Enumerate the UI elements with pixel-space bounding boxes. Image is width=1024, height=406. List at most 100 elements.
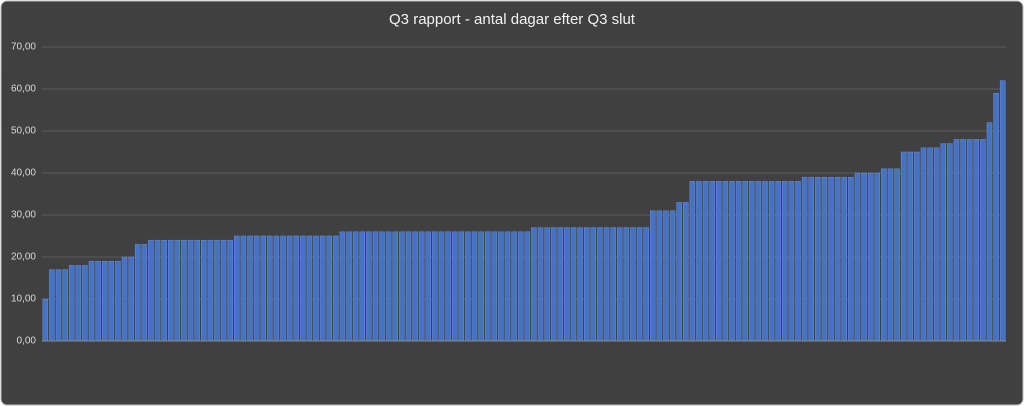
bar — [451, 231, 458, 342]
bar — [874, 172, 881, 342]
bar — [234, 235, 240, 342]
bar — [181, 239, 187, 342]
bar — [841, 176, 847, 342]
bar — [947, 143, 953, 342]
bar — [881, 168, 887, 342]
y-tick-label: 10,00 — [11, 294, 36, 305]
bar — [531, 227, 537, 342]
bar — [517, 231, 524, 342]
y-tick-label: 70,00 — [11, 42, 36, 53]
bar — [577, 227, 583, 342]
bar — [392, 231, 399, 342]
bar — [801, 176, 808, 342]
bar — [914, 151, 920, 342]
bar — [286, 235, 293, 342]
bar — [597, 227, 603, 342]
bar — [405, 231, 412, 342]
bar — [973, 139, 980, 342]
bar — [438, 231, 445, 342]
bar — [940, 143, 947, 342]
bar — [260, 235, 266, 342]
bar — [583, 227, 590, 342]
y-tick-label: 30,00 — [11, 210, 36, 221]
bar — [702, 181, 709, 342]
bar — [729, 181, 735, 342]
bar — [445, 231, 451, 342]
bar — [894, 168, 900, 342]
bar — [313, 235, 319, 342]
bar — [643, 227, 649, 342]
bar — [128, 256, 134, 342]
bar — [768, 181, 775, 342]
bar — [121, 256, 128, 342]
y-tick-label: 20,00 — [11, 252, 36, 263]
bar — [82, 265, 88, 342]
bar — [782, 181, 788, 342]
bar — [848, 176, 854, 342]
bar — [887, 168, 894, 342]
bar — [253, 235, 260, 342]
bar — [999, 80, 1006, 342]
bar — [161, 239, 167, 342]
bar — [511, 231, 517, 342]
bar — [933, 147, 940, 342]
bar — [669, 210, 676, 342]
bar — [993, 92, 999, 342]
bar — [953, 139, 960, 342]
bar — [88, 260, 95, 342]
bar — [319, 235, 326, 342]
bar — [867, 172, 874, 342]
bar — [352, 231, 359, 342]
bar — [696, 181, 702, 342]
bar — [101, 260, 108, 342]
bar — [616, 227, 623, 342]
bar — [471, 231, 478, 342]
bar — [762, 181, 768, 342]
bar — [795, 181, 801, 342]
bar — [735, 181, 742, 342]
bar — [636, 227, 643, 342]
bar — [484, 231, 491, 342]
bar — [927, 147, 933, 342]
chart-title: Q3 rapport - antal dagar efter Q3 slut — [389, 11, 636, 28]
bar — [649, 210, 656, 342]
bar — [194, 239, 200, 342]
bar — [134, 244, 141, 342]
bar — [267, 235, 273, 342]
bar — [716, 181, 722, 342]
bar — [306, 235, 313, 342]
bar — [62, 269, 68, 342]
bar — [550, 227, 557, 342]
bar — [907, 151, 914, 342]
bar — [570, 227, 577, 342]
bar — [900, 151, 907, 342]
bar — [788, 181, 795, 342]
bar — [920, 147, 927, 342]
bar — [630, 227, 636, 342]
bar — [201, 239, 207, 342]
bar — [815, 176, 821, 342]
bar — [55, 269, 62, 342]
bar — [722, 181, 729, 342]
bar — [749, 181, 755, 342]
bar — [108, 260, 115, 342]
bar — [207, 239, 214, 342]
bar — [491, 231, 498, 342]
bar — [379, 231, 385, 342]
bar — [458, 231, 465, 342]
bar — [75, 265, 82, 342]
bar — [854, 172, 861, 342]
bar — [544, 227, 550, 342]
bar — [808, 176, 814, 342]
bar — [214, 239, 220, 342]
bar — [220, 239, 227, 342]
bar — [504, 231, 511, 342]
bar — [187, 239, 194, 342]
bar — [148, 239, 154, 342]
bar — [821, 176, 828, 342]
bar — [326, 235, 332, 342]
bar — [689, 181, 696, 342]
bar — [141, 244, 148, 342]
bar — [775, 181, 781, 342]
